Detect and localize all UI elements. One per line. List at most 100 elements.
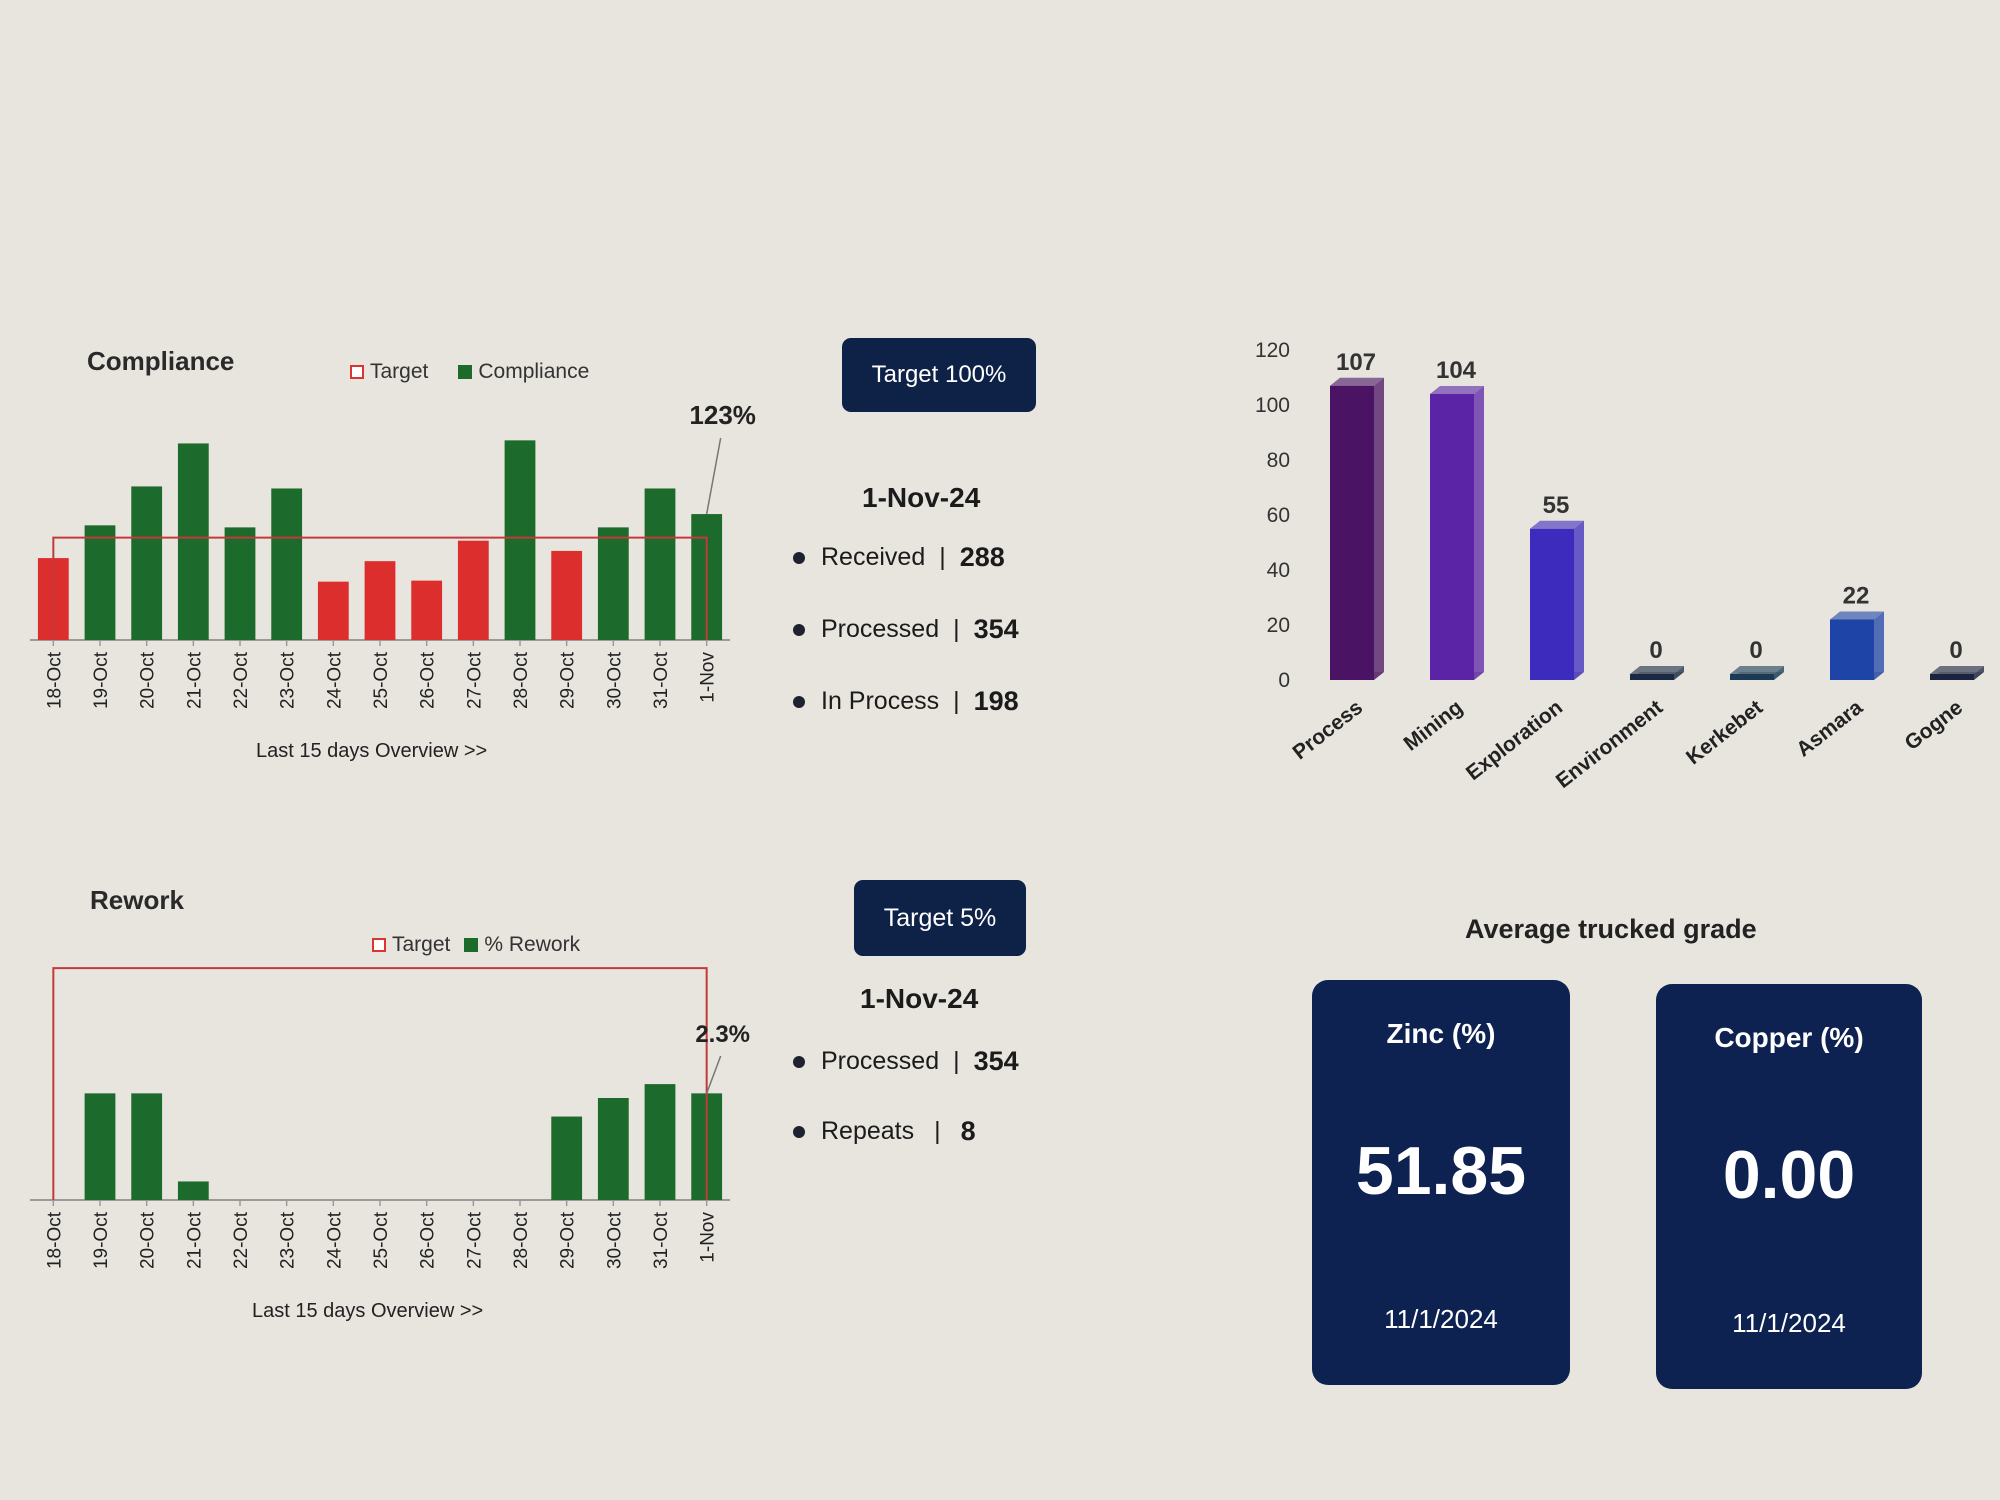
bar (84, 1093, 116, 1200)
separator: | (934, 1117, 941, 1145)
stat-value: 288 (959, 542, 1005, 572)
compliance-stats-date: 1-Nov-24 (862, 482, 981, 513)
x-tick-label: 29-Oct (558, 651, 579, 709)
data-label: 0 (1749, 637, 1762, 664)
legend-compliance: Compliance (458, 360, 589, 384)
stat-value: 198 (973, 686, 1019, 716)
bar (644, 1084, 676, 1200)
bullet-icon (793, 1125, 805, 1138)
rework-overview-link[interactable]: Last 15 days Overview >> (252, 1300, 484, 1322)
bar (1730, 674, 1774, 680)
legend-rework: % Rework (464, 933, 580, 957)
x-tick-label: Gogne (1901, 696, 1968, 755)
bar (317, 581, 349, 640)
data-label: 0 (1949, 637, 1962, 664)
bar (1330, 385, 1374, 680)
data-label: 55 (1543, 492, 1570, 519)
x-tick-label: 30-Oct (604, 1211, 625, 1269)
data-label: 0 (1649, 637, 1662, 664)
bar (271, 488, 303, 640)
stat-label: In Process (821, 687, 940, 715)
compliance-stat-received: Received | 288 (793, 542, 1005, 573)
copper-card: Copper (%) 0.00 11/1/2024 (1656, 984, 1922, 1389)
x-tick-label: 23-Oct (278, 651, 299, 709)
bar (1830, 619, 1874, 680)
data-label: 22 (1843, 583, 1870, 610)
x-tick-label: 25-Oct (371, 651, 392, 709)
stat-label: Processed (821, 615, 940, 643)
bar (224, 527, 256, 640)
card-title: Copper (%) (1714, 1022, 1864, 1053)
x-tick-label: 22-Oct (231, 1211, 252, 1269)
x-tick-label: 31-Oct (651, 651, 672, 709)
x-tick-label: 21-Oct (184, 651, 205, 709)
card-date: 11/1/2024 (1384, 1304, 1498, 1334)
x-tick-label: 24-Oct (324, 651, 345, 709)
separator: | (953, 1047, 960, 1075)
bar (364, 561, 396, 640)
y-tick-label: 20 (1267, 614, 1290, 637)
card-title: Zinc (%) (1386, 1018, 1496, 1049)
bar (551, 550, 583, 640)
legend-target: Target (372, 933, 450, 957)
compliance-legend: Target Compliance (350, 360, 615, 384)
bar (504, 440, 536, 640)
bar-top (1530, 520, 1584, 529)
x-tick-label: 18-Oct (44, 1211, 65, 1269)
target-swatch-icon (372, 938, 386, 952)
rework-stat-repeats: Repeats | 8 (793, 1116, 976, 1147)
x-tick-label: 22-Oct (231, 651, 252, 709)
y-tick-label: 0 (1278, 669, 1290, 692)
stat-value: 8 (960, 1116, 976, 1146)
legend-compliance-label: Compliance (478, 360, 590, 383)
x-tick-label: 19-Oct (91, 1211, 112, 1269)
rework-chart: 18-Oct 19-Oct 20-Oct 21-Oct 22-Oct 23-Oct 24-O… (30, 967, 750, 1269)
compliance-target-button[interactable]: Target 100% (842, 338, 1036, 412)
bar (551, 1116, 583, 1200)
bar (457, 540, 489, 640)
data-label: 104 (1436, 357, 1477, 384)
legend-rework-label: % Rework (484, 933, 581, 956)
bullet-icon (793, 623, 805, 636)
data-label: 107 (1336, 349, 1376, 376)
target-line (52, 536, 708, 640)
y-tick-label: 40 (1267, 559, 1290, 582)
separator: | (939, 543, 946, 571)
stat-value: 354 (973, 614, 1019, 644)
rework-target-button[interactable]: Target 5% (854, 880, 1026, 956)
x-tick-label: 19-Oct (91, 651, 112, 709)
bar-side (1874, 611, 1884, 680)
bar-top (1330, 377, 1384, 386)
callout-leader (705, 437, 722, 515)
bar (1430, 394, 1474, 680)
legend-target: Target (350, 360, 428, 384)
compliance-overview-link[interactable]: Last 15 days Overview >> (256, 740, 488, 762)
zinc-card: Zinc (%) 51.85 11/1/2024 (1312, 980, 1570, 1385)
rework-swatch-icon (464, 938, 479, 952)
x-tick-label: Exploration (1462, 696, 1567, 785)
compliance-stat-processed: Processed | 354 (793, 614, 1019, 645)
y-tick-label: 100 (1255, 394, 1290, 417)
x-tick-label: 25-Oct (371, 1211, 392, 1269)
compliance-stat-in-process: In Process | 198 (793, 686, 1019, 717)
y-tick-label: 60 (1267, 504, 1290, 527)
x-tick-label: 26-Oct (418, 1211, 439, 1269)
bar (131, 1093, 163, 1200)
compliance-swatch-icon (458, 365, 473, 379)
x-tick-label: Asmara (1792, 696, 1867, 762)
bullet-icon (793, 551, 805, 564)
bar-side (1774, 666, 1784, 680)
card-value: 51.85 (1355, 1133, 1527, 1209)
bar-top (1930, 666, 1984, 674)
card-date: 11/1/2024 (1732, 1308, 1846, 1338)
x-tick-label: 31-Oct (651, 1211, 672, 1269)
target-line (52, 967, 708, 1200)
bar-side (1474, 386, 1484, 680)
stat-label: Received (821, 543, 926, 571)
bar (597, 1098, 629, 1200)
compliance-title: Compliance (87, 346, 235, 376)
legend-target-label: Target (370, 360, 429, 383)
bullet-icon (793, 1055, 805, 1068)
rework-stats-date: 1-Nov-24 (860, 983, 979, 1014)
data-label-last: 123% (689, 400, 756, 430)
